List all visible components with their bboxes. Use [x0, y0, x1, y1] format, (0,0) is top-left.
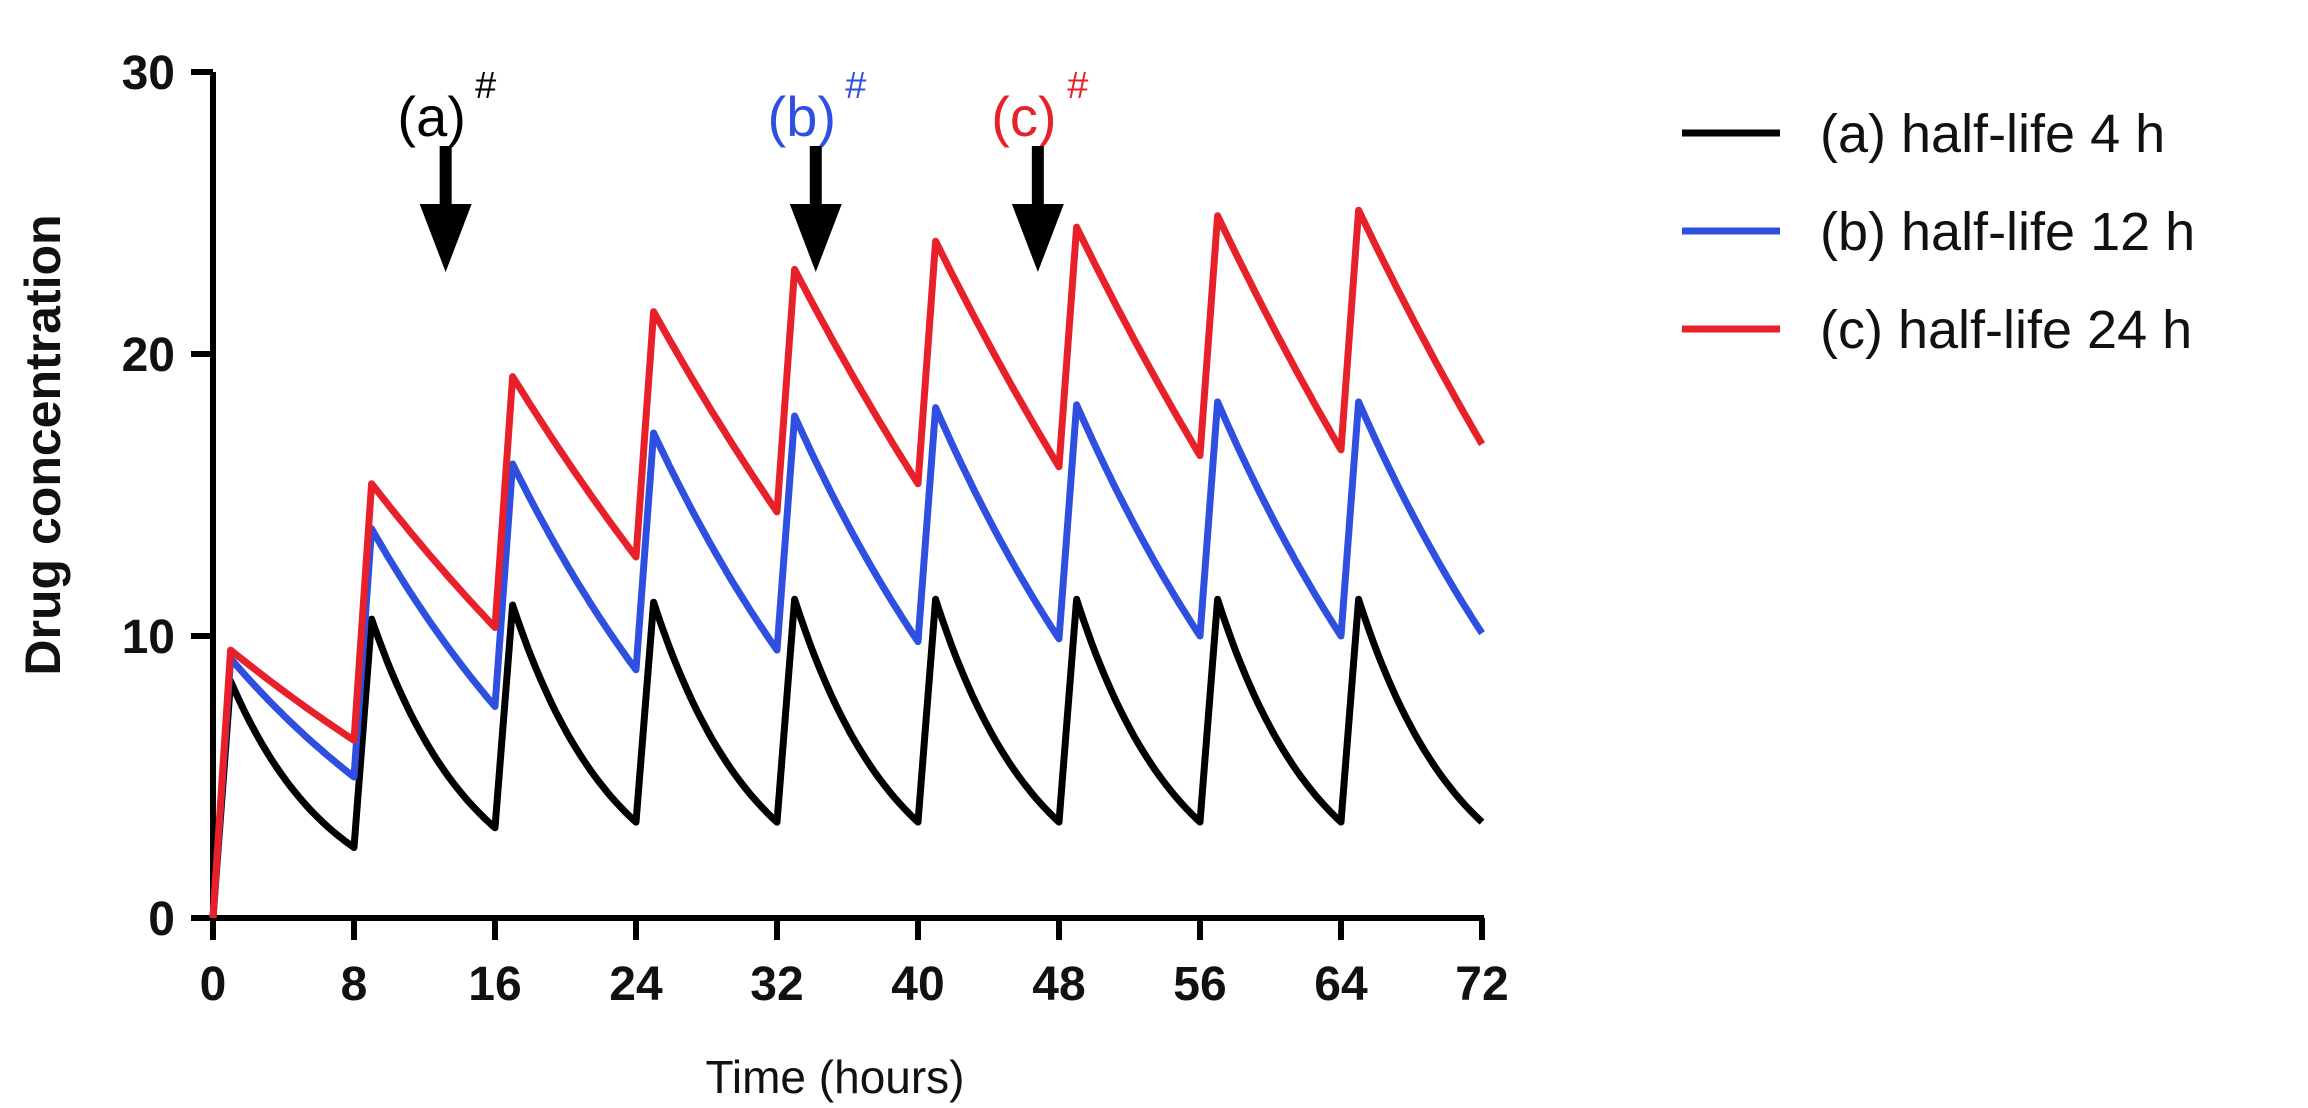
x-tick-label: 64 — [1314, 958, 1368, 1011]
legend-item-2: (b) half-life 12 h — [1682, 202, 2195, 262]
x-tick-label: 32 — [750, 958, 803, 1011]
y-tick-label: 0 — [148, 893, 175, 946]
x-tick-label: 56 — [1173, 958, 1226, 1011]
legend: (a) half-life 4 h (b) half-life 12 h (c) h… — [1682, 104, 2195, 360]
series-line-1 — [209, 595, 1485, 919]
annotation-superscript: # — [475, 65, 496, 107]
annotation-label: (b) — [768, 85, 836, 148]
y-axis-label: Drug concentration — [15, 214, 71, 675]
legend-label: (a) half-life 4 h — [1820, 104, 2165, 164]
annotations: (a) # (b) # (c) # — [397, 65, 1088, 272]
annotation-2: (b) # — [768, 65, 866, 272]
x-tick-label: 0 — [200, 958, 227, 1011]
arrow-down-icon — [1011, 204, 1064, 272]
legend-label: (c) half-life 24 h — [1820, 300, 2192, 360]
x-tick-label: 16 — [468, 958, 521, 1011]
x-tick-label: 48 — [1032, 958, 1085, 1011]
annotation-label: (a) — [397, 85, 465, 148]
x-tick-label: 24 — [609, 958, 663, 1011]
y-tick-label: 10 — [122, 611, 175, 664]
series-line-3 — [209, 206, 1486, 919]
plot-lines — [209, 206, 1486, 919]
arrow-shaft — [1031, 146, 1044, 206]
x-axis-label: Time (hours) — [706, 1051, 965, 1103]
annotation-label: (c) — [991, 85, 1056, 148]
y-tick-label: 30 — [122, 47, 175, 100]
arrow-down-icon — [789, 204, 842, 272]
y-tick-label: 20 — [122, 329, 175, 382]
annotation-3: (c) # — [991, 65, 1088, 272]
x-tick-label: 40 — [891, 958, 944, 1011]
annotation-superscript: # — [845, 65, 866, 107]
legend-label: (b) half-life 12 h — [1820, 202, 2195, 262]
x-tick-label: 72 — [1455, 958, 1508, 1011]
arrow-shaft — [439, 146, 452, 206]
annotation-superscript: # — [1067, 65, 1088, 107]
series-line-2 — [209, 398, 1485, 919]
arrow-down-icon — [419, 204, 472, 272]
axes: 0 8 16 24 32 40 48 56 64 72 0 10 20 30 — [122, 47, 1509, 1011]
legend-item-1: (a) half-life 4 h — [1682, 104, 2165, 164]
legend-item-3: (c) half-life 24 h — [1682, 300, 2192, 360]
arrow-shaft — [809, 146, 822, 206]
x-tick-label: 8 — [341, 958, 368, 1011]
annotation-1: (a) # — [397, 65, 496, 272]
